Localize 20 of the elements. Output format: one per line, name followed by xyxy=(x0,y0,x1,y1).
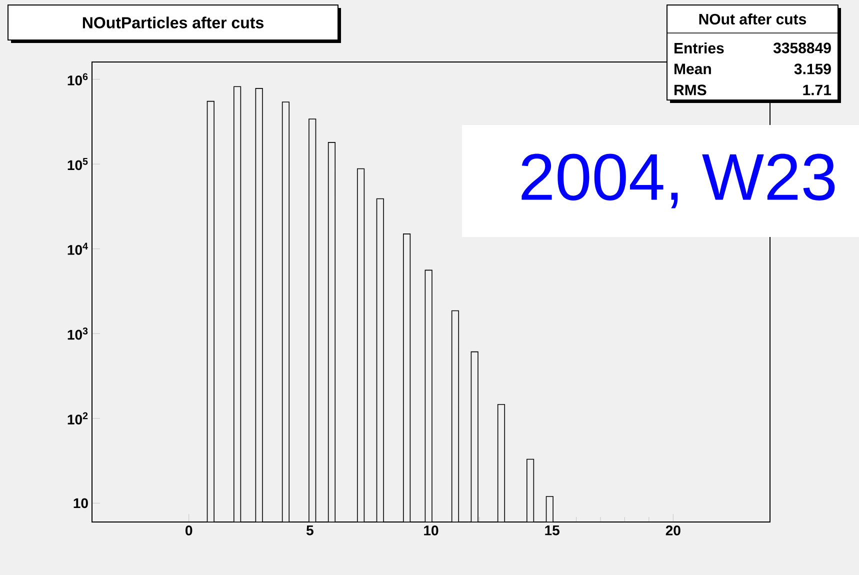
y-tick-label: 10$^{2}$ xyxy=(68,412,88,424)
y-tick-label: 10$^{5}$ xyxy=(68,158,88,170)
annotation: Mean xyxy=(674,64,711,74)
annotation: RMS xyxy=(674,84,706,96)
y-tick-label: 10$^{4}$ xyxy=(68,242,88,255)
x-tick-label: 5 xyxy=(306,526,314,536)
text: 3.159 xyxy=(794,64,831,74)
y-tick-label: 10$^{3}$ xyxy=(68,328,88,340)
text: Entries xyxy=(674,42,724,54)
text: NOut after cuts xyxy=(699,13,806,24)
y-tick-label: 10$^{6}$ xyxy=(68,73,88,86)
x-tick-label: 15 xyxy=(545,526,560,536)
y-tick-label: 10 xyxy=(74,498,88,508)
text: 3358849 xyxy=(773,42,831,54)
annotation: 2004, W23 xyxy=(522,154,835,208)
text: 1.71 xyxy=(803,84,832,96)
x-tick-label: 20 xyxy=(666,526,680,536)
x-tick-label: 10 xyxy=(424,526,438,536)
chart-title: NOutParticles after cuts xyxy=(82,16,264,28)
x-tick-label: 0 xyxy=(186,526,192,536)
